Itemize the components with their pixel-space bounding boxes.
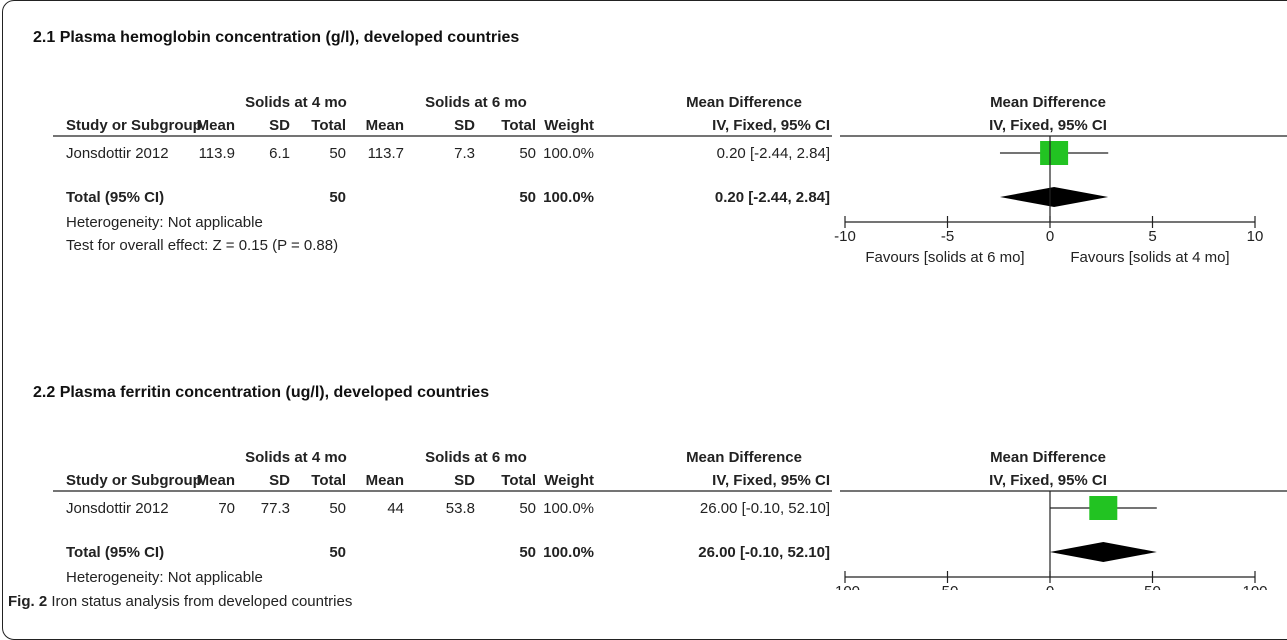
study-total1: 50 <box>329 145 346 162</box>
panel-title: 2.1 Plasma hemoglobin concentration (g/l… <box>33 29 519 46</box>
study-sd2: 53.8 <box>446 500 475 517</box>
study-mean2: 44 <box>387 500 404 517</box>
total-n2: 50 <box>519 544 536 561</box>
total-n2: 50 <box>519 189 536 206</box>
total-label: Total (95% CI) <box>66 544 164 561</box>
study-square <box>1089 496 1118 520</box>
col-weight: Weight <box>544 472 594 489</box>
favours-left-label: Favours [solids at 6 mo] <box>865 249 1024 266</box>
caption-label: Fig. 2 <box>8 593 48 610</box>
study-name: Jonsdottir 2012 <box>66 145 169 162</box>
study-mean2: 113.7 <box>368 145 404 162</box>
col-total2: Total <box>501 472 536 489</box>
study-square <box>1040 141 1069 165</box>
heterogeneity-text: Heterogeneity: Not applicable <box>66 214 263 231</box>
col-mean1: Mean <box>197 472 235 489</box>
plot-effect-method: IV, Fixed, 95% CI <box>989 117 1107 134</box>
col-weight: Weight <box>544 117 594 134</box>
group2-header: Solids at 6 mo <box>425 94 527 111</box>
total-n1: 50 <box>329 189 346 206</box>
study-sd1: 77.3 <box>261 500 290 517</box>
plot-effect-method: IV, Fixed, 95% CI <box>989 472 1107 489</box>
col-mean2: Mean <box>366 472 404 489</box>
total-ci: 26.00 [-0.10, 52.10] <box>698 544 830 561</box>
col-study: Study or Subgroup <box>66 472 202 489</box>
effect-header: Mean Difference <box>686 449 802 466</box>
col-ci: IV, Fixed, 95% CI <box>712 117 830 134</box>
study-sd1: 6.1 <box>269 145 290 162</box>
study-weight: 100.0% <box>543 145 594 162</box>
panel-title: 2.2 Plasma ferritin concentration (ug/l)… <box>33 384 489 401</box>
col-sd1: SD <box>269 117 290 134</box>
col-mean2: Mean <box>366 117 404 134</box>
study-total2: 50 <box>519 145 536 162</box>
x-tick-label: 50 <box>1144 583 1161 590</box>
col-total2: Total <box>501 117 536 134</box>
col-sd2: SD <box>454 117 475 134</box>
col-sd2: SD <box>454 472 475 489</box>
study-sd2: 7.3 <box>454 145 475 162</box>
total-label: Total (95% CI) <box>66 189 164 206</box>
col-total1: Total <box>311 117 346 134</box>
total-ci: 0.20 [-2.44, 2.84] <box>715 189 830 206</box>
effect-header: Mean Difference <box>686 94 802 111</box>
study-ci: 26.00 [-0.10, 52.10] <box>700 500 830 517</box>
x-tick-label: 100 <box>1242 583 1267 590</box>
x-tick-label: -100 <box>830 583 860 590</box>
forest-plot-figure: 2.1 Plasma hemoglobin concentration (g/l… <box>33 29 1287 590</box>
total-diamond <box>1049 542 1157 562</box>
study-mean1: 113.9 <box>199 145 235 162</box>
group1-header: Solids at 4 mo <box>245 449 347 466</box>
x-tick-label: 5 <box>1148 228 1156 245</box>
total-n1: 50 <box>329 544 346 561</box>
total-diamond <box>999 187 1109 207</box>
col-mean1: Mean <box>197 117 235 134</box>
study-name: Jonsdottir 2012 <box>66 500 169 517</box>
x-tick-label: -5 <box>941 228 954 245</box>
study-total2: 50 <box>519 500 536 517</box>
col-total1: Total <box>311 472 346 489</box>
study-mean1: 70 <box>218 500 235 517</box>
favours-right-label: Favours [solids at 4 mo] <box>1070 249 1229 266</box>
plot-effect-header: Mean Difference <box>990 449 1106 466</box>
study-ci: 0.20 [-2.44, 2.84] <box>717 145 830 162</box>
total-weight: 100.0% <box>543 189 594 206</box>
x-tick-label: -10 <box>834 228 856 245</box>
x-tick-label: 0 <box>1046 228 1054 245</box>
caption-text: Iron status analysis from developed coun… <box>51 593 353 610</box>
plot-effect-header: Mean Difference <box>990 94 1106 111</box>
total-weight: 100.0% <box>543 544 594 561</box>
col-ci: IV, Fixed, 95% CI <box>712 472 830 489</box>
figure-caption: Fig. 2 Iron status analysis from develop… <box>8 593 352 610</box>
x-tick-label: -50 <box>937 583 959 590</box>
col-sd1: SD <box>269 472 290 489</box>
study-weight: 100.0% <box>543 500 594 517</box>
heterogeneity-text: Heterogeneity: Not applicable <box>66 569 263 586</box>
overall-effect-text: Test for overall effect: Z = 0.15 (P = 0… <box>66 237 338 254</box>
group2-header: Solids at 6 mo <box>425 449 527 466</box>
col-study: Study or Subgroup <box>66 117 202 134</box>
x-tick-label: 0 <box>1046 583 1054 590</box>
x-tick-label: 10 <box>1247 228 1264 245</box>
study-total1: 50 <box>329 500 346 517</box>
group1-header: Solids at 4 mo <box>245 94 347 111</box>
